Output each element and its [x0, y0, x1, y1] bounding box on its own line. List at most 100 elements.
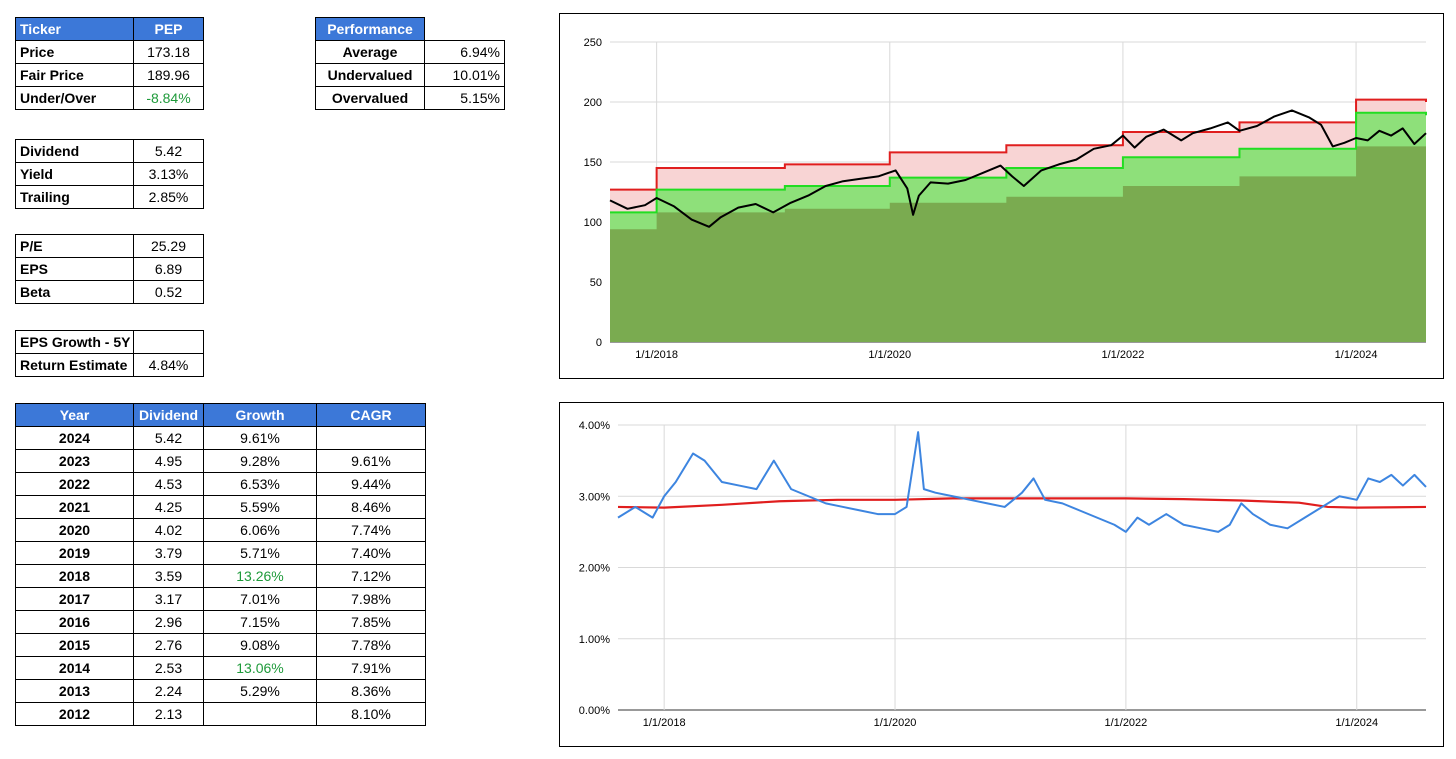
trailing-yield-line	[617, 497, 1427, 509]
x-tick-label: 1/1/2024	[1335, 717, 1378, 729]
undervalued-zone-area	[610, 146, 1426, 342]
history-cagr-cell: 7.74%	[316, 518, 426, 542]
pe-value: 25.29	[133, 234, 204, 258]
fair-price-value: 189.96	[133, 63, 204, 87]
performance-header-blank	[424, 17, 505, 41]
history-growth-cell: 5.71%	[203, 541, 317, 565]
price-fair-value-chart: 0 50 100 150 200 250 1/1/2018 1/1/2020 1/1/2022 1…	[584, 37, 1427, 361]
history-dividend-cell: 5.42	[133, 426, 204, 450]
y-tick-label: 0	[596, 337, 602, 349]
history-dividend-cell: 3.17	[133, 587, 204, 611]
dividend-label: Dividend	[15, 139, 134, 163]
x-tick-label: 1/1/2018	[635, 349, 678, 361]
yield-chart-panel: 0.00% 1.00% 2.00% 3.00% 4.00% 1/1/2018 1/1/202…	[559, 402, 1444, 747]
dividend-yield-chart: 0.00% 1.00% 2.00% 3.00% 4.00% 1/1/2018 1/1/202…	[579, 420, 1427, 729]
history-cagr-cell: 7.78%	[316, 633, 426, 657]
history-body: 2024 5.42 9.61% 2023 4.95 9.28% 9.61% 2022 4.53 6…	[15, 426, 426, 726]
history-dividend-cell: 4.53	[133, 472, 204, 496]
col-dividend: Dividend	[133, 403, 204, 427]
valuation-box: P/E 25.29 EPS 6.89 Beta 0.52	[15, 234, 204, 304]
x-tick-label: 1/1/2022	[1102, 349, 1145, 361]
trailing-value: 2.85%	[133, 185, 204, 209]
x-tick-label: 1/1/2018	[643, 717, 686, 729]
history-cagr-cell: 9.61%	[316, 449, 426, 473]
ticker-label: Ticker	[15, 17, 134, 41]
col-cagr: CAGR	[316, 403, 426, 427]
price-value: 173.18	[133, 40, 204, 64]
ticker-value: PEP	[133, 17, 204, 41]
average-label: Average	[315, 40, 425, 64]
history-growth-cell: 9.61%	[203, 426, 317, 450]
history-cagr-cell: 7.98%	[316, 587, 426, 611]
eps-growth-label: EPS Growth - 5Y	[15, 330, 134, 354]
price-line	[609, 109, 1427, 228]
summary-table: Ticker PEP Price 173.18 Fair Price 189.9…	[15, 17, 204, 110]
table-row: 2012 2.13 8.10%	[15, 702, 426, 726]
lower-fair-value-line	[610, 111, 1427, 214]
history-year-cell: 2020	[15, 518, 134, 542]
history-dividend-cell: 3.79	[133, 541, 204, 565]
history-year-cell: 2014	[15, 656, 134, 680]
history-cagr-cell: 9.44%	[316, 472, 426, 496]
history-dividend-cell: 2.96	[133, 610, 204, 634]
history-cagr-cell: 7.12%	[316, 564, 426, 588]
history-growth-cell: 9.28%	[203, 449, 317, 473]
dividend-yield-line	[617, 431, 1427, 533]
y-tick-label: 2.00%	[579, 563, 610, 575]
history-dividend-cell: 2.24	[133, 679, 204, 703]
history-growth-cell: 7.01%	[203, 587, 317, 611]
table-row: 2016 2.96 7.15% 7.85%	[15, 610, 426, 634]
history-year-cell: 2023	[15, 449, 134, 473]
average-value: 6.94%	[424, 40, 505, 64]
y-tick-label: 250	[584, 37, 602, 49]
y-tick-label: 200	[584, 97, 602, 109]
overvalued-label: Overvalued	[315, 86, 425, 110]
history-year-cell: 2019	[15, 541, 134, 565]
history-cagr-cell: 7.91%	[316, 656, 426, 680]
history-growth-cell: 5.59%	[203, 495, 317, 519]
y-tick-label: 3.00%	[579, 491, 610, 503]
fair-price-label: Fair Price	[15, 63, 134, 87]
y-tick-label: 150	[584, 157, 602, 169]
y-tick-label: 4.00%	[579, 420, 610, 432]
history-growth-cell: 13.06%	[203, 656, 317, 680]
history-cagr-cell	[316, 426, 426, 450]
undervalued-label: Undervalued	[315, 63, 425, 87]
history-growth-cell: 7.15%	[203, 610, 317, 634]
history-dividend-cell: 2.76	[133, 633, 204, 657]
table-row: 2024 5.42 9.61%	[15, 426, 426, 450]
y-tick-label: 0.00%	[579, 705, 610, 717]
eps-growth-value	[133, 330, 204, 354]
y-tick-label: 100	[584, 217, 602, 229]
eps-value: 6.89	[133, 257, 204, 281]
table-row: 2021 4.25 5.59% 8.46%	[15, 495, 426, 519]
history-growth-cell: 9.08%	[203, 633, 317, 657]
return-estimate-label: Return Estimate	[15, 353, 134, 377]
history-year-cell: 2018	[15, 564, 134, 588]
beta-label: Beta	[15, 280, 134, 304]
table-row: 2013 2.24 5.29% 8.36%	[15, 679, 426, 703]
history-growth-cell: 6.53%	[203, 472, 317, 496]
under-over-value: -8.84%	[133, 86, 204, 110]
history-dividend-cell: 2.53	[133, 656, 204, 680]
history-growth-cell: 5.29%	[203, 679, 317, 703]
history-year-cell: 2016	[15, 610, 134, 634]
x-tick-label: 1/1/2020	[874, 717, 917, 729]
dividend-history-table: Year Dividend Growth CAGR 2024 5.42 9.61% 2…	[15, 403, 426, 726]
x-tick-label: 1/1/2022	[1104, 717, 1147, 729]
beta-value: 0.52	[133, 280, 204, 304]
x-tick-label: 1/1/2020	[868, 349, 911, 361]
history-dividend-cell: 4.02	[133, 518, 204, 542]
history-year-cell: 2012	[15, 702, 134, 726]
table-row: 2014 2.53 13.06% 7.91%	[15, 656, 426, 680]
y-tick-label: 50	[590, 277, 602, 289]
return-estimate-value: 4.84%	[133, 353, 204, 377]
table-row: 2022 4.53 6.53% 9.44%	[15, 472, 426, 496]
history-year-cell: 2022	[15, 472, 134, 496]
trailing-label: Trailing	[15, 185, 134, 209]
performance-table: Performance Average 6.94% Undervalued 10…	[315, 17, 505, 110]
eps-label: EPS	[15, 257, 134, 281]
table-row: 2017 3.17 7.01% 7.98%	[15, 587, 426, 611]
history-year-cell: 2017	[15, 587, 134, 611]
history-year-cell: 2021	[15, 495, 134, 519]
